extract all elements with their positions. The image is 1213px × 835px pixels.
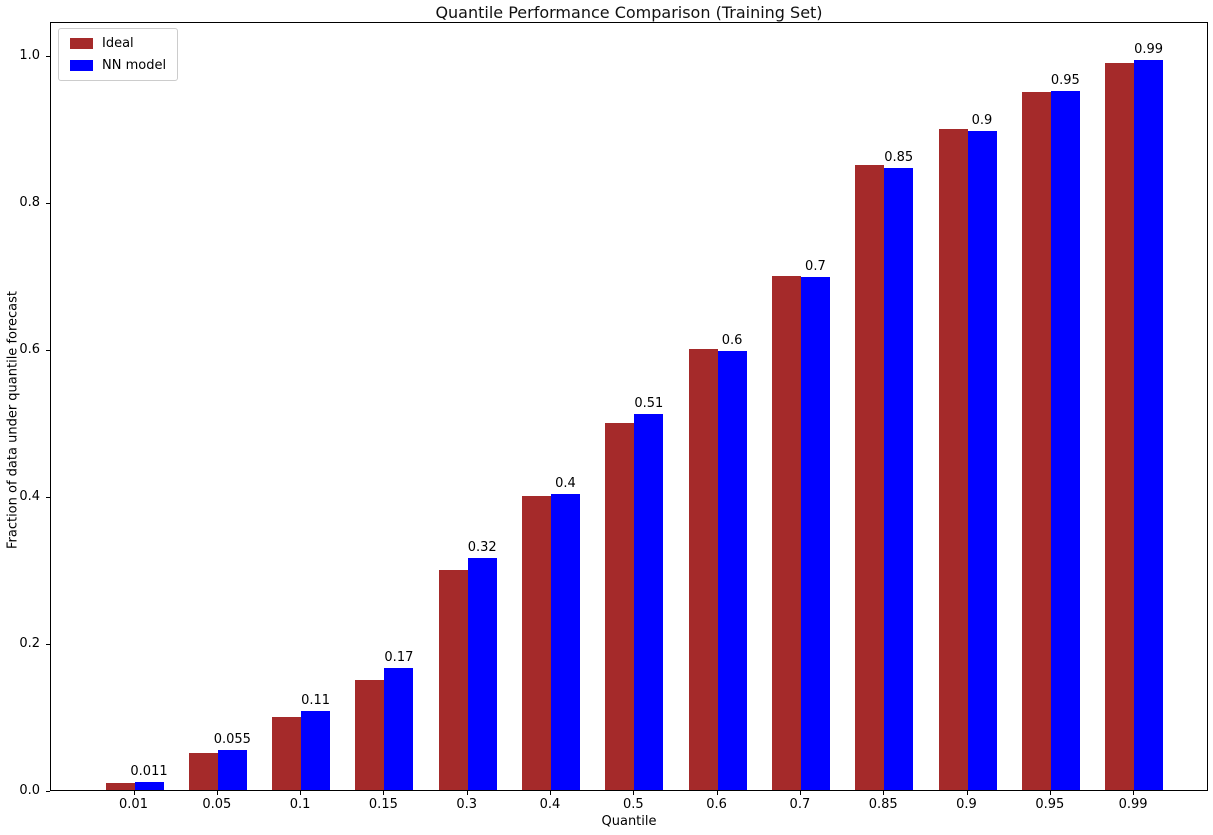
x-tick-label: 0.9 bbox=[956, 797, 977, 812]
y-tick-mark bbox=[46, 644, 50, 646]
x-tick-label: 0.99 bbox=[1118, 797, 1148, 812]
x-tick-label: 0.85 bbox=[868, 797, 898, 812]
x-tick-mark bbox=[966, 791, 968, 795]
y-tick-label: 0.2 bbox=[19, 636, 40, 652]
x-tick-label: 0.4 bbox=[539, 797, 561, 812]
x-tick-label: 0.15 bbox=[368, 797, 398, 812]
x-tick-mark bbox=[133, 791, 135, 795]
y-tick-label: 1.0 bbox=[19, 48, 40, 64]
bar-value-label: 0.9 bbox=[971, 112, 993, 128]
bar-nn-model bbox=[384, 668, 414, 790]
bar-value-label: 0.11 bbox=[301, 693, 331, 709]
bar-value-label: 0.7 bbox=[805, 259, 826, 275]
plot-area: 0.011 0.055 0.11 0.17 0.32 0.4 0.51 0.6 0.7 0.85 0… bbox=[50, 22, 1208, 791]
legend-swatch-nn-model bbox=[70, 60, 93, 71]
x-tick-mark bbox=[799, 791, 801, 795]
bar-ideal bbox=[855, 165, 885, 790]
bar-ideal bbox=[355, 679, 385, 790]
x-tick-mark bbox=[216, 791, 218, 795]
bar-nn-model bbox=[301, 711, 331, 790]
bar-ideal bbox=[688, 349, 718, 790]
bar-nn-model bbox=[467, 557, 497, 790]
bar-value-label: 0.4 bbox=[555, 475, 576, 491]
y-tick-mark bbox=[46, 56, 50, 58]
bar-value-label: 0.99 bbox=[1134, 42, 1164, 58]
bar-nn-model bbox=[717, 351, 747, 790]
y-tick-label: 0.8 bbox=[19, 195, 40, 211]
y-tick-mark bbox=[46, 350, 50, 352]
x-tick-mark bbox=[550, 791, 551, 795]
legend-swatch-ideal bbox=[70, 38, 93, 49]
bar-nn-model bbox=[217, 749, 247, 790]
x-tick-mark bbox=[883, 791, 885, 795]
x-tick-mark bbox=[1133, 791, 1135, 795]
bar-value-label: 0.95 bbox=[1050, 73, 1080, 89]
x-tick-label: 0.3 bbox=[456, 797, 478, 812]
legend-label-nn-model: NN model bbox=[102, 58, 167, 73]
legend-label-ideal: Ideal bbox=[102, 36, 134, 51]
bar-value-label: 0.6 bbox=[721, 333, 743, 349]
x-tick-label: 0.6 bbox=[706, 797, 727, 812]
x-tick-mark bbox=[633, 791, 635, 795]
bar-ideal bbox=[605, 422, 635, 790]
bar-nn-model bbox=[800, 277, 830, 790]
bar-ideal bbox=[771, 275, 801, 790]
y-tick-label: 0.4 bbox=[19, 489, 40, 505]
bar-nn-model bbox=[551, 493, 580, 790]
x-tick-label: 0.01 bbox=[119, 797, 148, 812]
y-tick-label: 0.6 bbox=[19, 342, 40, 358]
x-tick-mark bbox=[716, 791, 718, 795]
bar-ideal bbox=[188, 753, 218, 790]
x-tick-mark bbox=[1049, 791, 1051, 795]
x-tick-label: 0.1 bbox=[289, 797, 311, 812]
bar-value-label: 0.85 bbox=[884, 149, 914, 165]
bar-ideal bbox=[438, 569, 468, 790]
bar-ideal bbox=[522, 496, 551, 790]
x-tick-label: 0.95 bbox=[1035, 797, 1065, 812]
y-tick-label: 0.0 bbox=[19, 783, 40, 798]
bar-value-label: 0.51 bbox=[634, 395, 664, 411]
bar-ideal bbox=[938, 128, 968, 790]
bar-nn-model bbox=[967, 130, 997, 790]
legend-entry-ideal: Ideal bbox=[70, 36, 166, 51]
x-tick-label: 0.05 bbox=[202, 797, 232, 812]
x-tick-mark bbox=[300, 791, 302, 795]
bar-ideal bbox=[1021, 91, 1051, 790]
x-axis-label: Quantile bbox=[601, 814, 657, 829]
x-tick-mark bbox=[383, 791, 385, 795]
y-tick-mark bbox=[46, 791, 50, 792]
bar-nn-model bbox=[134, 781, 164, 790]
x-tick-label: 0.5 bbox=[622, 797, 644, 812]
bar-nn-model bbox=[1050, 91, 1080, 790]
bar-value-label: 0.011 bbox=[130, 763, 168, 779]
bar-nn-model bbox=[634, 413, 664, 790]
bar-nn-model bbox=[1134, 60, 1164, 790]
x-tick-label: 0.7 bbox=[789, 797, 811, 812]
bar-ideal bbox=[272, 716, 302, 790]
legend: Ideal NN model bbox=[58, 28, 179, 81]
y-tick-mark bbox=[46, 203, 50, 205]
y-tick-mark bbox=[46, 497, 50, 499]
bar-value-label: 0.17 bbox=[384, 650, 414, 666]
x-tick-mark bbox=[466, 791, 468, 795]
bar-value-label: 0.32 bbox=[467, 539, 497, 555]
bar-nn-model bbox=[884, 167, 914, 790]
legend-entry-nn-model: NN model bbox=[70, 58, 166, 73]
chart-title: Quantile Performance Comparison (Trainin… bbox=[435, 3, 823, 22]
bar-ideal bbox=[1105, 62, 1135, 790]
bar-value-label: 0.055 bbox=[213, 731, 251, 747]
bar-ideal bbox=[105, 782, 135, 790]
y-axis-label: Fraction of data under quantile forecast bbox=[5, 290, 21, 550]
